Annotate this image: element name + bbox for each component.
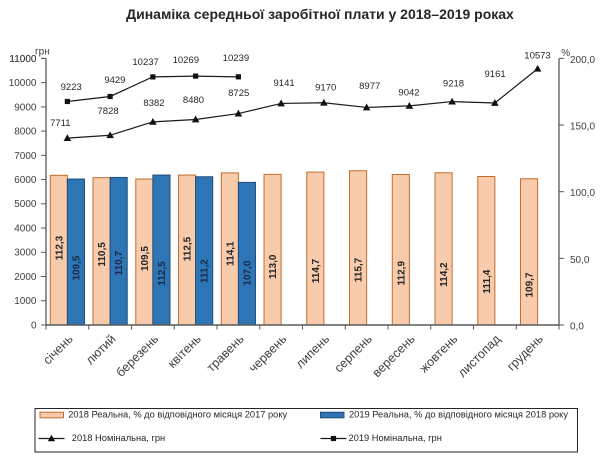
svg-text:9141: 9141 xyxy=(274,78,295,89)
svg-text:9042: 9042 xyxy=(398,88,419,99)
svg-text:114,1: 114,1 xyxy=(225,241,236,266)
svg-text:110,7: 110,7 xyxy=(114,251,125,276)
svg-text:111,4: 111,4 xyxy=(482,269,493,293)
svg-text:0: 0 xyxy=(31,320,37,331)
svg-text:109,5: 109,5 xyxy=(140,246,151,271)
svg-text:2019 Реальна, % до відповідног: 2019 Реальна, % до відповідного місяця 2… xyxy=(349,409,568,419)
svg-text:9161: 9161 xyxy=(485,69,506,80)
svg-text:8000: 8000 xyxy=(14,127,37,138)
svg-text:2019 Номінальна, грн: 2019 Номінальна, грн xyxy=(349,433,442,443)
svg-text:Динаміка середньої заробітної: Динаміка середньої заробітної плати у 20… xyxy=(126,6,514,22)
svg-text:10000: 10000 xyxy=(9,78,37,89)
svg-text:110,5: 110,5 xyxy=(97,242,108,267)
svg-text:5000: 5000 xyxy=(14,199,37,210)
svg-text:грн: грн xyxy=(35,47,50,58)
svg-text:11000: 11000 xyxy=(9,54,37,65)
svg-text:7000: 7000 xyxy=(14,151,37,162)
svg-text:112,9: 112,9 xyxy=(396,261,407,286)
svg-text:200,0: 200,0 xyxy=(570,55,595,66)
svg-text:3000: 3000 xyxy=(14,248,37,259)
svg-text:112,5: 112,5 xyxy=(183,236,194,261)
svg-text:6000: 6000 xyxy=(14,175,37,186)
svg-text:9429: 9429 xyxy=(104,75,125,86)
svg-text:114,2: 114,2 xyxy=(439,262,450,287)
svg-text:9223: 9223 xyxy=(61,82,82,93)
svg-text:7828: 7828 xyxy=(98,106,119,117)
svg-text:7711: 7711 xyxy=(50,118,70,129)
svg-text:114,7: 114,7 xyxy=(311,258,322,283)
svg-text:2018 Реальна, % до відповідног: 2018 Реальна, % до відповідного місяця 2… xyxy=(68,409,287,419)
svg-text:112,5: 112,5 xyxy=(157,261,168,286)
svg-text:8977: 8977 xyxy=(359,81,380,92)
svg-text:1000: 1000 xyxy=(14,296,37,307)
svg-text:2000: 2000 xyxy=(14,272,37,283)
svg-text:107,0: 107,0 xyxy=(242,260,253,285)
svg-text:0,0: 0,0 xyxy=(570,321,584,332)
svg-text:8725: 8725 xyxy=(228,88,249,99)
svg-text:111,2: 111,2 xyxy=(200,259,211,283)
svg-text:10237: 10237 xyxy=(132,57,158,68)
svg-text:150,0: 150,0 xyxy=(570,122,595,133)
svg-text:11000: 11000 xyxy=(9,54,37,65)
svg-text:8382: 8382 xyxy=(143,98,164,109)
svg-text:10573: 10573 xyxy=(524,50,550,61)
svg-text:109,7: 109,7 xyxy=(525,272,536,297)
svg-text:109,5: 109,5 xyxy=(71,255,82,280)
svg-text:2018 Номінальна, грн: 2018 Номінальна, грн xyxy=(72,433,165,443)
svg-text:10269: 10269 xyxy=(173,55,199,66)
svg-text:113,0: 113,0 xyxy=(268,254,279,279)
svg-text:100,0: 100,0 xyxy=(570,188,595,199)
svg-text:9218: 9218 xyxy=(443,78,464,89)
svg-text:10239: 10239 xyxy=(223,53,249,64)
svg-text:4000: 4000 xyxy=(14,223,37,234)
svg-text:9000: 9000 xyxy=(14,102,37,113)
svg-text:%: % xyxy=(561,48,570,59)
svg-text:9170: 9170 xyxy=(315,82,336,93)
svg-text:8480: 8480 xyxy=(183,95,204,106)
svg-text:115,7: 115,7 xyxy=(354,257,365,282)
svg-text:112,3: 112,3 xyxy=(54,235,65,260)
svg-text:50,0: 50,0 xyxy=(570,255,590,266)
